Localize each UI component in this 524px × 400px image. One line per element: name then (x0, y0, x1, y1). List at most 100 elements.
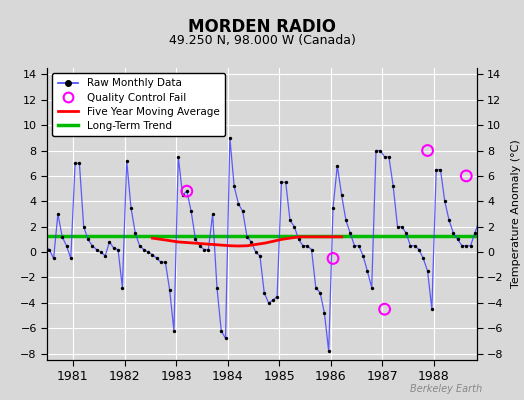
Point (110, 245, 118, 252)
Point (441, 198, 449, 204)
Point (432, 166, 440, 173)
Point (144, 249, 152, 255)
Point (312, 284, 320, 291)
Point (419, 255, 428, 262)
Point (32, 208, 41, 215)
Point (479, 173, 488, 179)
Point (333, 162, 342, 169)
Point (131, 230, 139, 236)
Point (363, 268, 372, 274)
Point (367, 284, 376, 291)
Point (45, 246, 53, 253)
Point (114, 246, 122, 253)
Point (166, 287, 174, 293)
Point (170, 328, 178, 334)
Point (273, 293, 281, 300)
Point (376, 147, 385, 154)
Point (183, 188, 191, 194)
Point (226, 135, 234, 141)
Point (41, 242, 49, 249)
Point (458, 242, 466, 249)
Point (123, 158, 131, 164)
Point (84, 236, 92, 242)
Point (372, 147, 380, 154)
Point (19, 255, 28, 262)
Point (466, 242, 475, 249)
Point (238, 208, 247, 215)
Point (213, 284, 221, 291)
Point (62, 242, 71, 249)
Point (49, 255, 58, 262)
Point (178, 192, 187, 198)
Point (337, 192, 346, 198)
Point (269, 297, 277, 304)
Point (221, 335, 230, 342)
Point (53, 211, 62, 217)
Point (303, 242, 311, 249)
Point (281, 179, 290, 186)
Point (380, 306, 389, 312)
Point (471, 230, 479, 236)
Point (260, 290, 268, 296)
Point (462, 242, 471, 249)
Point (462, 173, 471, 179)
Legend: Raw Monthly Data, Quality Control Fail, Five Year Moving Average, Long-Term Tren: Raw Monthly Data, Quality Control Fail, … (52, 73, 225, 136)
Point (355, 242, 363, 249)
Point (294, 236, 303, 242)
Point (200, 246, 208, 253)
Point (28, 166, 36, 173)
Point (406, 242, 414, 249)
Point (394, 224, 402, 230)
Point (380, 154, 389, 160)
Point (234, 201, 243, 207)
Point (217, 328, 225, 334)
Point (277, 179, 286, 186)
Point (101, 253, 110, 259)
Point (247, 239, 256, 245)
Point (118, 284, 127, 291)
Text: Berkeley Earth: Berkeley Earth (410, 384, 482, 394)
Point (329, 204, 337, 211)
Point (385, 154, 393, 160)
Point (148, 252, 157, 258)
Point (299, 242, 307, 249)
Point (410, 242, 419, 249)
Point (195, 242, 204, 249)
Point (436, 166, 445, 173)
Text: MORDEN RADIO: MORDEN RADIO (188, 18, 336, 36)
Point (415, 246, 423, 253)
Point (243, 234, 251, 240)
Point (75, 160, 84, 166)
Point (428, 306, 436, 312)
Point (286, 217, 294, 224)
Point (346, 230, 354, 236)
Point (449, 230, 457, 236)
Point (308, 246, 316, 253)
Point (191, 236, 200, 242)
Point (398, 224, 406, 230)
Point (252, 249, 260, 255)
Point (37, 211, 45, 217)
Point (97, 249, 105, 255)
Point (92, 246, 101, 253)
Point (183, 188, 191, 194)
Point (342, 217, 350, 224)
Point (67, 255, 75, 262)
Point (174, 154, 182, 160)
Point (351, 242, 359, 249)
Point (140, 246, 148, 253)
Point (135, 242, 144, 249)
Point (152, 255, 161, 262)
Point (290, 224, 299, 230)
Point (359, 253, 367, 259)
Y-axis label: Temperature Anomaly (°C): Temperature Anomaly (°C) (511, 140, 521, 288)
Point (105, 239, 114, 245)
Point (127, 204, 135, 211)
Point (320, 310, 329, 316)
Text: 49.250 N, 98.000 W (Canada): 49.250 N, 98.000 W (Canada) (169, 34, 355, 47)
Point (423, 268, 432, 274)
Point (256, 253, 264, 259)
Point (187, 208, 195, 215)
Point (329, 255, 337, 262)
Point (204, 246, 213, 253)
